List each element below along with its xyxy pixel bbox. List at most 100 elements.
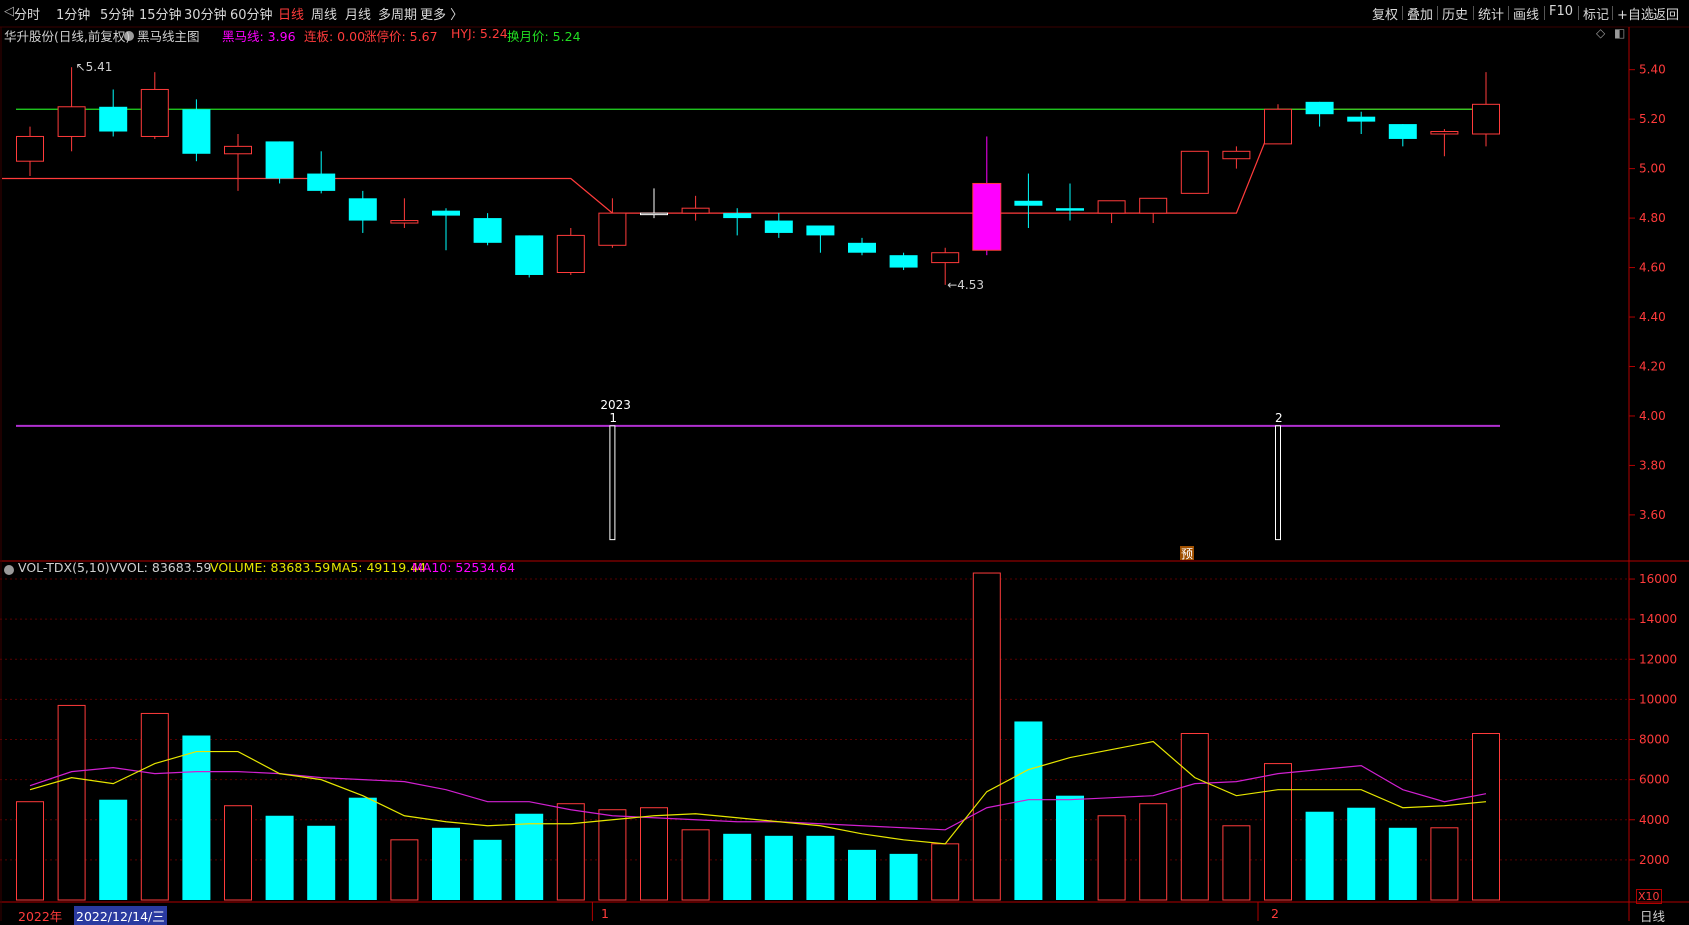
volume-bar [598, 809, 627, 901]
period-label[interactable]: 日线 [1640, 909, 1666, 924]
volume-title[interactable]: VOL-TDX(5,10) [18, 560, 110, 575]
toolbar-button-2[interactable]: 历史 [1442, 8, 1469, 23]
volume-bar [640, 807, 668, 901]
candle-body [556, 234, 585, 274]
expand-icon[interactable]: ◧ [1614, 26, 1626, 40]
candle-body [598, 212, 627, 246]
volume-bar [57, 704, 86, 901]
volume-bar [515, 813, 544, 900]
period-tab-9[interactable]: 多周期 [378, 8, 418, 23]
toolbar-button-4[interactable]: 画线 [1513, 8, 1540, 23]
lianban-value: 连板: 0.00 [304, 29, 366, 44]
bottom-month-2: 2 [1271, 906, 1279, 921]
candle-body [1430, 131, 1459, 135]
period-tab-5[interactable]: 60分钟 [230, 8, 273, 23]
price-tick-label: 5.00 [1639, 162, 1666, 176]
toolbar-button-3[interactable]: 统计 [1478, 8, 1505, 23]
toolbar-separator [1648, 6, 1649, 20]
toolbar-button-1[interactable]: 叠加 [1407, 8, 1434, 23]
volume-bar [348, 797, 377, 900]
volume-bar [972, 572, 1001, 901]
volume-bar [182, 735, 211, 900]
price-tick-label: 4.20 [1639, 359, 1666, 373]
high-price-annotation: ↖5.41 [76, 60, 113, 74]
volume-bar [16, 801, 44, 901]
toolbar-button-8[interactable]: 返回 [1653, 8, 1680, 23]
volume-bar [1180, 733, 1209, 901]
period-tab-6[interactable]: 日线 [278, 8, 305, 23]
volume-collapse-icon[interactable] [4, 565, 14, 575]
volume-bar [99, 799, 128, 900]
volume-bar [764, 835, 793, 900]
price-tick-label: 3.60 [1639, 508, 1666, 522]
indicator-name[interactable]: 黑马线主图 [137, 29, 200, 44]
volume-bar [307, 825, 336, 900]
price-tick-label: 4.40 [1639, 310, 1666, 324]
volume-tick-label: 12000 [1639, 652, 1677, 666]
price-tick-label: 3.80 [1639, 458, 1666, 472]
volume-bar [1388, 827, 1417, 900]
candle-body [640, 212, 668, 216]
candle-body [889, 255, 918, 268]
period-tab-3[interactable]: 15分钟 [139, 8, 182, 23]
period-tab-8[interactable]: 月线 [345, 8, 372, 23]
bottom-year: 2022年 [18, 909, 63, 924]
period-tab-0[interactable]: 分时 [14, 8, 41, 23]
price-tick-label: 5.20 [1639, 112, 1666, 126]
volume-bar [1305, 811, 1334, 900]
diamond-icon[interactable]: ◇ [1596, 26, 1606, 40]
volume-value: VOLUME: 83683.59 [210, 560, 331, 575]
candle-body [265, 141, 294, 179]
volume-tick-label: 4000 [1639, 813, 1670, 827]
candle-body [764, 220, 793, 233]
volume-bar [681, 829, 710, 901]
period-tab-2[interactable]: 5分钟 [100, 8, 135, 23]
candle-body [681, 207, 710, 214]
candle-body [515, 235, 544, 275]
period-toolbar: ◁ 分时 1分钟 5分钟 15分钟 30分钟 60分钟 日线 周线 月线 多周期 更多 〉 复权 叠加… [0, 0, 1689, 26]
toolbar-button-7[interactable]: +自选 [1617, 8, 1654, 23]
candle-body [224, 145, 252, 155]
low-price-annotation: ←4.53 [947, 278, 984, 292]
price-tick-label: 4.80 [1639, 211, 1666, 225]
volume-tick-label: 2000 [1639, 853, 1670, 867]
period-tab-4[interactable]: 30分钟 [184, 8, 227, 23]
indicator-collapse-icon[interactable] [124, 31, 134, 41]
candle-body [848, 242, 876, 253]
volume-bar [1347, 807, 1376, 900]
stock-title: 华升股份(日线,前复权) [4, 29, 131, 44]
period-tab-1[interactable]: 1分钟 [56, 8, 91, 23]
candle-body [348, 198, 377, 221]
candle-body [723, 213, 752, 219]
huanyue-value: 换月价: 5.24 [507, 29, 581, 44]
month-marker-bar [1275, 425, 1281, 541]
volume-bar [140, 712, 169, 901]
candle-body [1014, 200, 1043, 206]
forecast-badge [1180, 546, 1194, 560]
volume-ma5-line [29, 740, 1487, 845]
toolbar-separator [1473, 6, 1474, 20]
hyj-value: HYJ: 5.24 [451, 26, 508, 41]
forecast-badge-label: 预 [1181, 547, 1193, 561]
candle-body [307, 173, 336, 191]
volume-ma10-line [29, 764, 1487, 831]
x10-badge[interactable]: X10 [1636, 889, 1662, 904]
volume-bar [390, 839, 419, 901]
period-tab-7[interactable]: 周线 [311, 8, 338, 23]
heima-value: 黑马线: 3.96 [222, 29, 296, 44]
candle-body [1139, 197, 1168, 214]
toolbar-separator [1437, 6, 1438, 20]
back-arrow-icon[interactable]: ◁ [4, 4, 14, 19]
vvol-value: VVOL: 83683.59 [110, 560, 212, 575]
toolbar-button-6[interactable]: 标记 [1583, 8, 1610, 23]
volume-bar [265, 815, 294, 900]
toolbar-button-5[interactable]: F10 [1549, 4, 1574, 19]
toolbar-button-0[interactable]: 复权 [1372, 8, 1399, 23]
candle-body [390, 220, 419, 224]
candle-body [432, 210, 460, 216]
candle-body [972, 182, 1002, 251]
candle-body [140, 88, 169, 137]
period-tab-10[interactable]: 更多 〉 [420, 8, 464, 23]
volume-bar [1472, 733, 1500, 901]
